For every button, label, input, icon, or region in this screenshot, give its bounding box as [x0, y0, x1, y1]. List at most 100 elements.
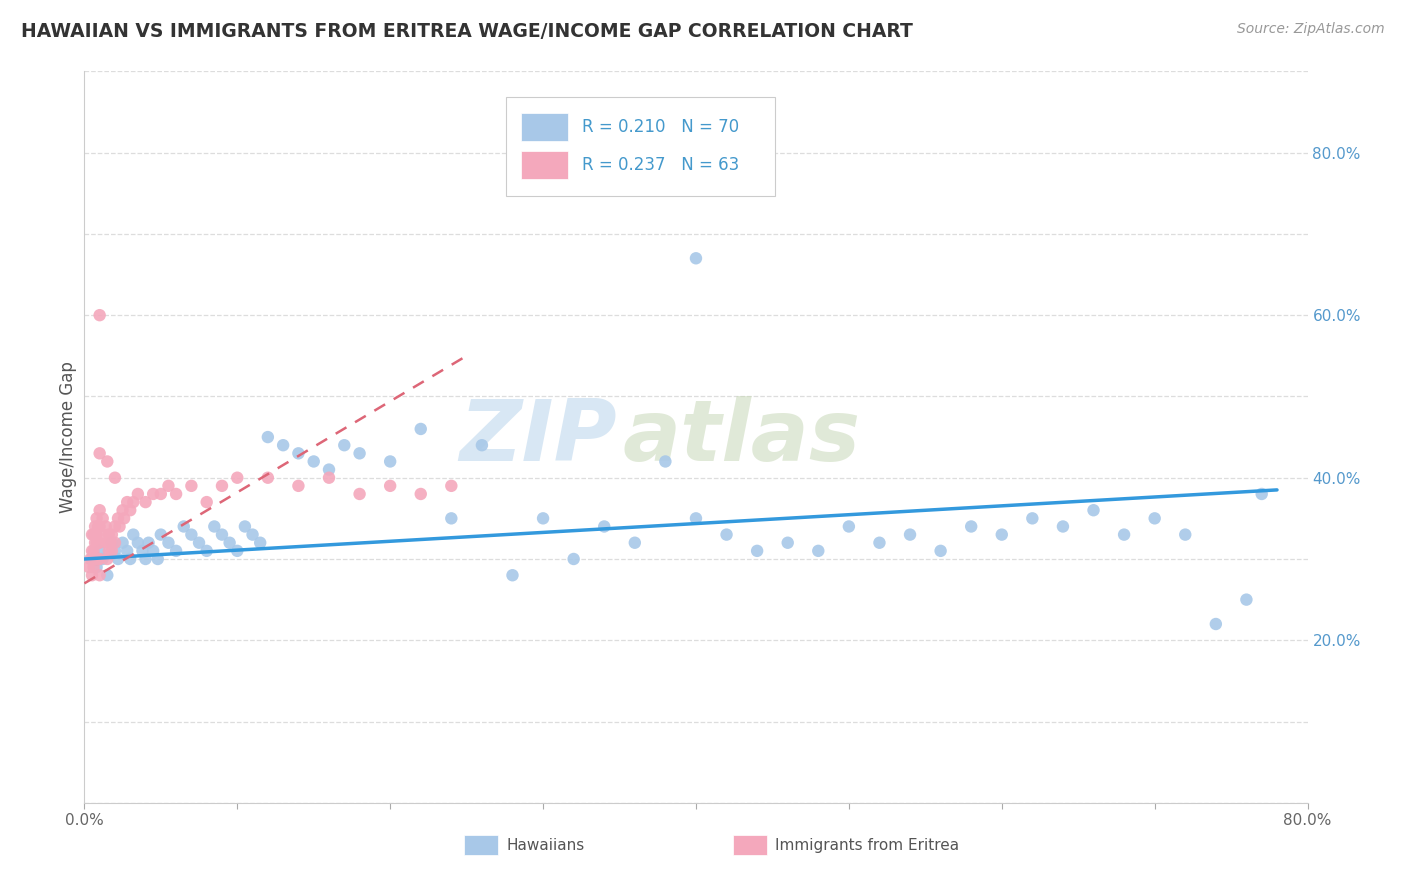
Point	[86, 527, 108, 541]
Point	[188, 535, 211, 549]
FancyBboxPatch shape	[522, 151, 568, 179]
Point	[79, 552, 101, 566]
Point	[77, 560, 100, 574]
Point	[135, 495, 157, 509]
Point	[440, 479, 463, 493]
Point	[89, 308, 111, 322]
Point	[111, 503, 134, 517]
Point	[112, 511, 135, 525]
Point	[502, 568, 524, 582]
Point	[195, 544, 218, 558]
Point	[233, 519, 256, 533]
Point	[685, 252, 707, 266]
Text: atlas: atlas	[623, 395, 860, 479]
Point	[287, 479, 309, 493]
Point	[380, 479, 402, 493]
Point	[120, 552, 142, 566]
Point	[84, 552, 107, 566]
Point	[202, 519, 225, 533]
Point	[991, 527, 1014, 541]
Text: ZIP: ZIP	[458, 395, 616, 479]
Point	[271, 438, 294, 452]
Point	[807, 544, 830, 558]
Point	[747, 544, 769, 558]
Point	[84, 519, 107, 533]
Point	[318, 471, 340, 485]
Point	[349, 487, 371, 501]
Point	[318, 462, 340, 476]
Point	[96, 454, 118, 468]
Point	[898, 527, 921, 541]
Point	[104, 535, 127, 549]
Point	[1052, 519, 1074, 533]
Point	[165, 487, 187, 501]
Point	[242, 527, 264, 541]
Point	[1174, 527, 1197, 541]
Point	[86, 552, 108, 566]
Point	[104, 471, 127, 485]
Point	[146, 552, 169, 566]
Point	[409, 487, 432, 501]
Point	[149, 527, 172, 541]
Point	[440, 511, 463, 525]
Point	[91, 511, 114, 525]
Text: R = 0.210   N = 70: R = 0.210 N = 70	[582, 118, 740, 136]
Text: Immigrants from Eritrea: Immigrants from Eritrea	[776, 838, 960, 853]
Point	[91, 552, 114, 566]
Point	[180, 479, 202, 493]
Point	[111, 535, 134, 549]
Point	[115, 495, 138, 509]
Point	[654, 454, 676, 468]
Point	[685, 511, 707, 525]
Point	[96, 552, 118, 566]
Point	[173, 519, 195, 533]
Point	[96, 535, 118, 549]
Point	[211, 479, 233, 493]
Point	[142, 544, 165, 558]
Point	[97, 527, 120, 541]
Point	[122, 495, 145, 509]
Point	[226, 471, 249, 485]
Point	[86, 535, 108, 549]
Point	[127, 535, 149, 549]
Point	[165, 544, 187, 558]
Point	[98, 535, 121, 549]
Text: Source: ZipAtlas.com: Source: ZipAtlas.com	[1237, 22, 1385, 37]
Point	[195, 495, 218, 509]
Point	[87, 535, 110, 549]
Point	[593, 519, 616, 533]
Point	[211, 527, 233, 541]
Point	[257, 430, 280, 444]
Point	[127, 487, 149, 501]
Point	[471, 438, 494, 452]
Text: HAWAIIAN VS IMMIGRANTS FROM ERITREA WAGE/INCOME GAP CORRELATION CHART: HAWAIIAN VS IMMIGRANTS FROM ERITREA WAGE…	[21, 22, 912, 41]
Point	[80, 552, 103, 566]
Point	[97, 544, 120, 558]
Point	[108, 519, 131, 533]
Point	[86, 560, 108, 574]
Point	[89, 552, 111, 566]
Point	[89, 503, 111, 517]
Point	[1114, 527, 1136, 541]
Point	[94, 519, 117, 533]
Point	[89, 446, 111, 460]
Point	[380, 454, 402, 468]
Text: R = 0.237   N = 63: R = 0.237 N = 63	[582, 156, 740, 174]
Point	[104, 519, 127, 533]
Point	[1143, 511, 1166, 525]
Point	[135, 552, 157, 566]
Point	[226, 544, 249, 558]
Point	[107, 511, 129, 525]
Point	[1021, 511, 1043, 525]
Point	[624, 535, 647, 549]
Point	[869, 535, 891, 549]
Point	[776, 535, 799, 549]
Point	[180, 527, 202, 541]
Point	[287, 446, 309, 460]
Point	[838, 519, 860, 533]
Point	[120, 503, 142, 517]
Point	[101, 535, 124, 549]
Point	[716, 527, 738, 541]
Point	[562, 552, 585, 566]
Point	[333, 438, 356, 452]
